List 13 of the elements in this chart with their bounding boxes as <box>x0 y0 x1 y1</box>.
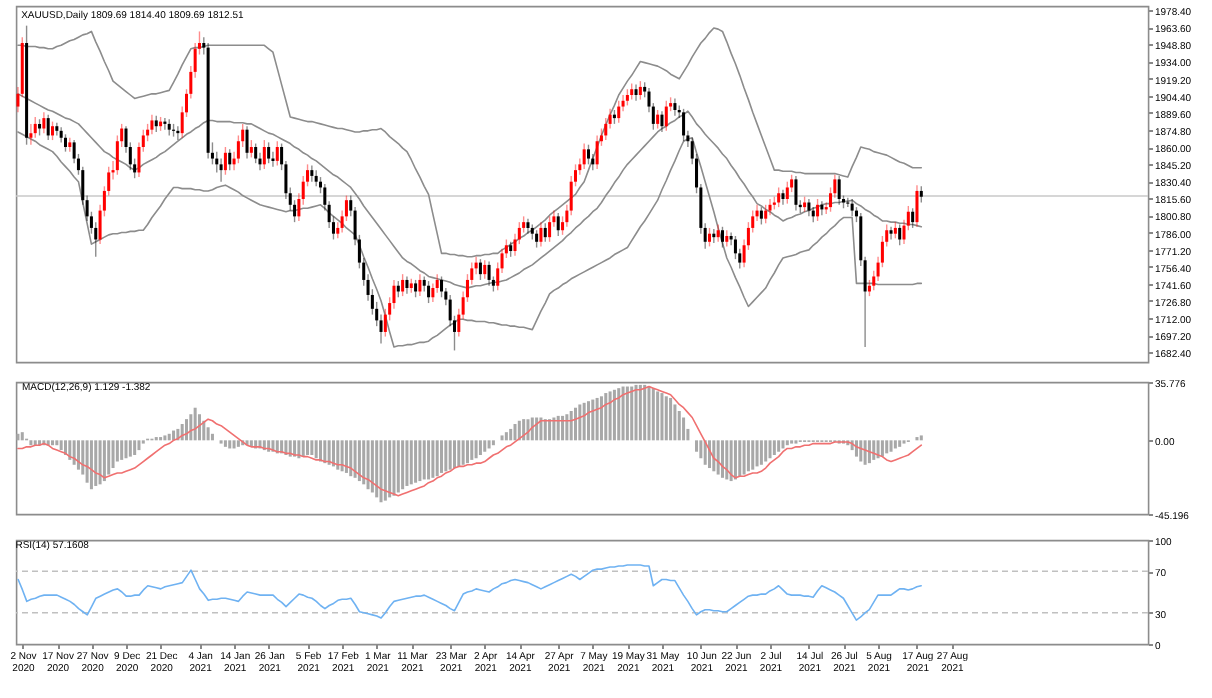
candlestick <box>68 137 72 153</box>
candlestick <box>729 231 733 246</box>
candlestick <box>63 133 67 153</box>
candlestick <box>673 97 677 117</box>
candlestick <box>707 227 712 248</box>
candlestick <box>712 228 716 244</box>
candlestick <box>202 36 206 56</box>
candlestick <box>716 223 720 243</box>
line-series <box>17 564 922 621</box>
candlestick <box>258 152 262 171</box>
line-series <box>17 385 923 497</box>
candlestick <box>841 194 846 209</box>
candlestick <box>452 315 457 352</box>
